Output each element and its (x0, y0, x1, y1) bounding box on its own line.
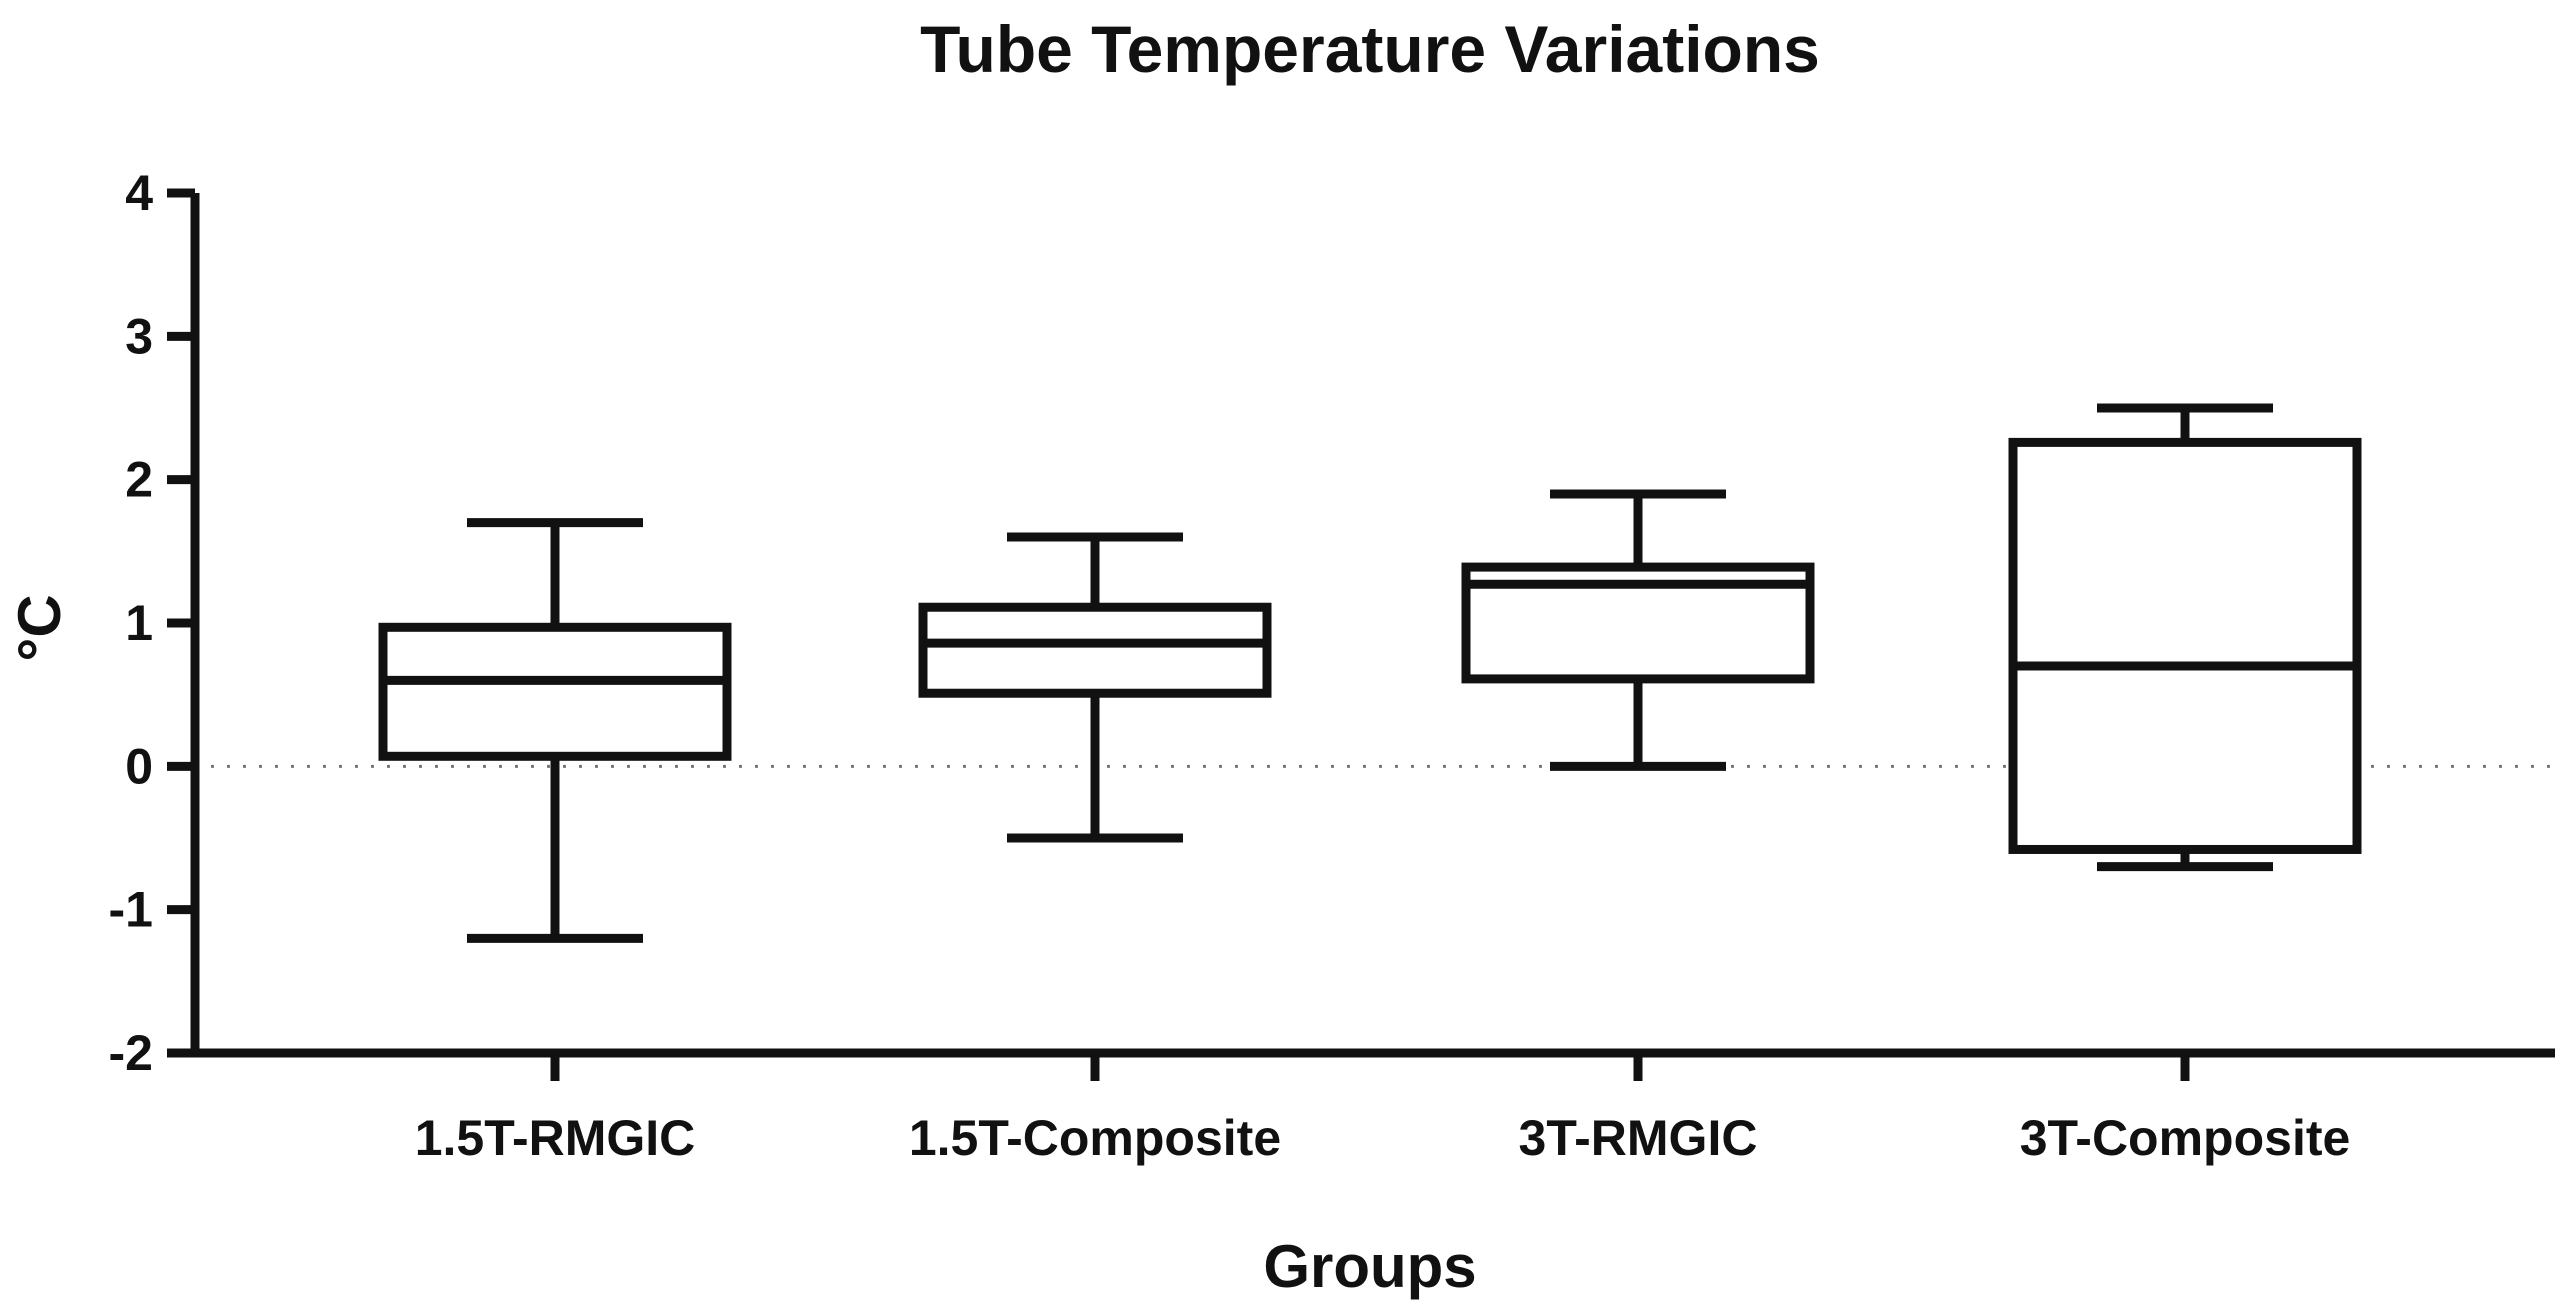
box-iqr (2008, 437, 2362, 854)
x-tick-label: 1.5T-Composite (909, 1110, 1281, 1166)
y-tick-label: -1 (109, 882, 153, 938)
x-axis-label: Groups (1263, 1233, 1476, 1300)
y-tick-label: 1 (125, 595, 153, 651)
y-tick-label: 2 (125, 452, 153, 508)
y-tick-label: -2 (109, 1025, 153, 1081)
x-tick-label: 3T-RMGIC (1519, 1110, 1758, 1166)
y-axis-label: °C (6, 594, 73, 661)
box-iqr (918, 602, 1272, 698)
box-iqr (378, 622, 732, 761)
x-tick-label: 3T-Composite (2020, 1110, 2351, 1166)
chart-title: Tube Temperature Variations (920, 12, 1820, 86)
x-tick-label: 1.5T-RMGIC (415, 1110, 696, 1166)
y-tick-label: 0 (125, 738, 153, 794)
y-tick-label: 3 (125, 308, 153, 364)
y-tick-label: 4 (125, 165, 153, 221)
plot-area: -2 -1 0 1 2 3 4 1.5T-RMGIC 1.5T-Composite 3T-RMGI… (109, 165, 2555, 1166)
